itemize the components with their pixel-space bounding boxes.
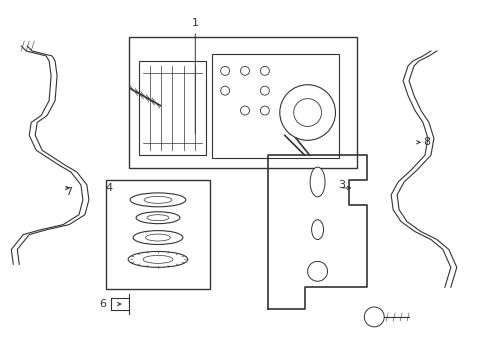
Ellipse shape (136, 212, 180, 224)
Ellipse shape (133, 231, 183, 244)
Ellipse shape (312, 220, 323, 239)
Ellipse shape (310, 167, 325, 197)
Bar (106, 180, 210, 289)
Circle shape (294, 99, 321, 126)
Ellipse shape (147, 215, 169, 221)
Circle shape (280, 85, 336, 140)
Circle shape (220, 86, 230, 95)
Text: 2: 2 (182, 84, 189, 94)
Text: 3: 3 (338, 180, 345, 190)
Circle shape (260, 106, 270, 115)
Ellipse shape (144, 196, 172, 203)
Text: 7: 7 (66, 187, 73, 197)
Ellipse shape (128, 251, 188, 267)
Circle shape (308, 261, 327, 281)
Ellipse shape (143, 255, 173, 264)
Ellipse shape (130, 193, 186, 207)
Bar (212, 54, 340, 158)
Circle shape (220, 66, 230, 75)
Ellipse shape (146, 234, 171, 241)
Text: 5: 5 (374, 312, 381, 322)
Circle shape (241, 106, 249, 115)
Text: 1: 1 (192, 18, 199, 28)
Text: 6: 6 (99, 299, 106, 309)
Circle shape (260, 66, 270, 75)
Bar (129, 37, 357, 168)
Bar (139, 61, 206, 155)
Text: 4: 4 (105, 183, 112, 193)
Circle shape (241, 66, 249, 75)
Circle shape (260, 86, 270, 95)
Text: 8: 8 (423, 137, 431, 147)
Circle shape (365, 307, 384, 327)
